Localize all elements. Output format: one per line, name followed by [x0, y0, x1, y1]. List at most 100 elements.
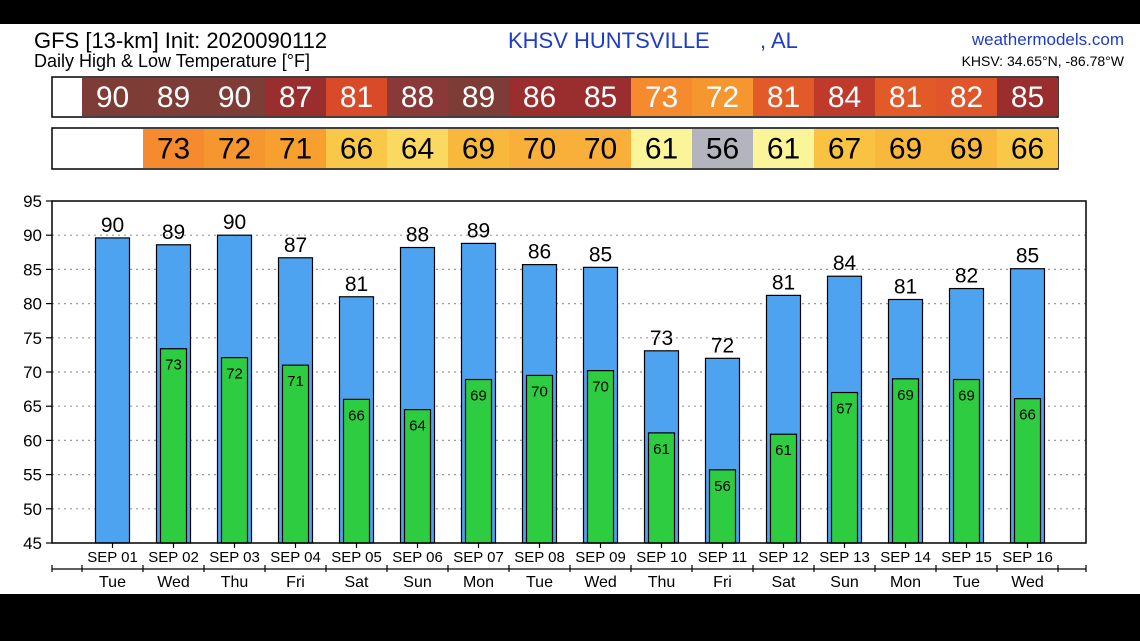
- high-bar-label: 88: [406, 224, 429, 247]
- y-tick-label: 75: [23, 329, 42, 348]
- low-bar-label: 56: [714, 478, 731, 495]
- x-day-label: Wed: [157, 574, 190, 591]
- low-bar-label: 73: [165, 357, 182, 374]
- low-bar: [159, 348, 188, 544]
- x-tick-label: SEP 07: [453, 549, 504, 566]
- y-tick-label: 80: [23, 295, 42, 314]
- low-strip-cell: [997, 129, 1058, 168]
- x-tick-label: SEP 05: [331, 549, 382, 566]
- x-day-label: Tue: [99, 574, 126, 591]
- low-bar-label: 61: [653, 441, 670, 458]
- low-strip-cell: [631, 129, 692, 168]
- low-bar: [525, 374, 554, 544]
- low-bar: [586, 370, 615, 544]
- high-bar-label: 73: [650, 327, 673, 350]
- x-tick-label: SEP 08: [514, 549, 565, 566]
- x-day-label: Thu: [648, 574, 676, 591]
- high-bar-label: 81: [894, 275, 917, 298]
- x-day-label: Thu: [221, 574, 249, 591]
- temperature-chart: 90 89 90 87 81 88 89 86 85 73 72 81 84 81 82 85 73 72 71 66…: [23, 76, 1087, 591]
- low-bar: [952, 378, 981, 544]
- x-day-label: Sat: [344, 574, 369, 591]
- high-strip-value: 85: [584, 81, 617, 114]
- high-strip-cell: [265, 78, 326, 116]
- x-day-label: Wed: [584, 574, 617, 591]
- x-tick-label: SEP 13: [819, 549, 870, 566]
- low-bar-label: 70: [592, 379, 609, 396]
- low-strip-value: 70: [523, 133, 556, 166]
- low-strip-value: 56: [706, 133, 739, 166]
- x-day-label: Mon: [463, 574, 494, 591]
- low-strip-value: 64: [401, 133, 434, 166]
- low-strip-cell: [692, 129, 753, 168]
- x-day-label: Sun: [830, 574, 858, 591]
- high-strip-value: 81: [767, 81, 800, 114]
- high-bar-label: 89: [467, 219, 490, 242]
- low-bar-label: 61: [775, 442, 792, 459]
- x-tick-label: SEP 09: [575, 549, 626, 566]
- low-bar-label: 69: [470, 388, 487, 405]
- low-strip-cell: [875, 129, 936, 168]
- low-strip-value: 69: [889, 133, 922, 166]
- x-day-label: Tue: [953, 574, 980, 591]
- low-bar-label: 72: [226, 366, 243, 383]
- x-day-label: Fri: [286, 574, 305, 591]
- x-tick-label: SEP 03: [209, 549, 260, 566]
- high-bar-label: 85: [589, 243, 612, 266]
- high-bar-label: 82: [955, 265, 978, 288]
- low-strip-cell: [753, 129, 814, 168]
- low-strip-value: 69: [462, 133, 495, 166]
- low-bar-label: 66: [1019, 407, 1036, 424]
- x-tick-label: SEP 10: [636, 549, 687, 566]
- high-strip-value: 81: [889, 81, 922, 114]
- x-tick-label: SEP 12: [758, 549, 809, 566]
- low-strip-value: 73: [157, 133, 190, 166]
- low-bar-label: 70: [531, 383, 548, 400]
- low-strip-cell: [570, 129, 631, 168]
- station-coordinates: KHSV: 34.65°N, -86.78°W: [961, 53, 1124, 69]
- low-bar-label: 64: [409, 418, 426, 435]
- x-day-label: Sat: [771, 574, 796, 591]
- y-tick-label: 95: [23, 192, 42, 211]
- low-strip-cell: [82, 129, 143, 168]
- station-name: KHSV HUNTSVILLE: [508, 28, 710, 53]
- high-strip-cell: [82, 78, 143, 116]
- high-strip-cell: [143, 78, 204, 116]
- low-bar: [1013, 398, 1042, 544]
- high-bar-label: 86: [528, 241, 551, 264]
- high-strip-cell: [509, 78, 570, 116]
- high-bar-label: 90: [223, 211, 246, 234]
- high-bar-label: 89: [162, 221, 185, 244]
- station-state: , AL: [760, 28, 798, 53]
- high-bar-label: 72: [711, 334, 734, 357]
- high-strip-cell: [387, 78, 448, 116]
- high-strip-value: 88: [401, 81, 434, 114]
- low-strip-value: 71: [279, 133, 312, 166]
- high-strip-cell: [814, 78, 875, 116]
- high-strip-cell: [326, 78, 387, 116]
- low-strip-value: 66: [340, 133, 373, 166]
- low-strip-cell: [265, 129, 326, 168]
- x-day-label: Tue: [526, 574, 553, 591]
- high-strip-cell: [448, 78, 509, 116]
- high-strip-cell: [204, 78, 265, 116]
- high-bar-label: 81: [772, 271, 795, 294]
- low-strip-cell: [204, 129, 265, 168]
- low-bar-label: 69: [958, 388, 975, 405]
- high-strip-cell: [997, 78, 1058, 116]
- high-strip-value: 85: [1011, 81, 1044, 114]
- high-strip-value: 90: [96, 81, 129, 114]
- low-strip-value: 70: [584, 133, 617, 166]
- low-strip-cell: [387, 129, 448, 168]
- x-tick-label: SEP 14: [880, 549, 931, 566]
- high-strip-value: 73: [645, 81, 678, 114]
- y-tick-label: 55: [23, 466, 42, 485]
- high-strip-value: 90: [218, 81, 251, 114]
- x-tick-label: SEP 04: [270, 549, 321, 566]
- low-strip-value: 66: [1011, 133, 1044, 166]
- y-tick-label: 90: [23, 226, 42, 245]
- model-init-title: GFS [13-km] Init: 2020090112: [34, 28, 328, 53]
- low-strip-value: 69: [950, 133, 983, 166]
- low-strip-value: 67: [828, 133, 861, 166]
- y-tick-label: 50: [23, 500, 42, 519]
